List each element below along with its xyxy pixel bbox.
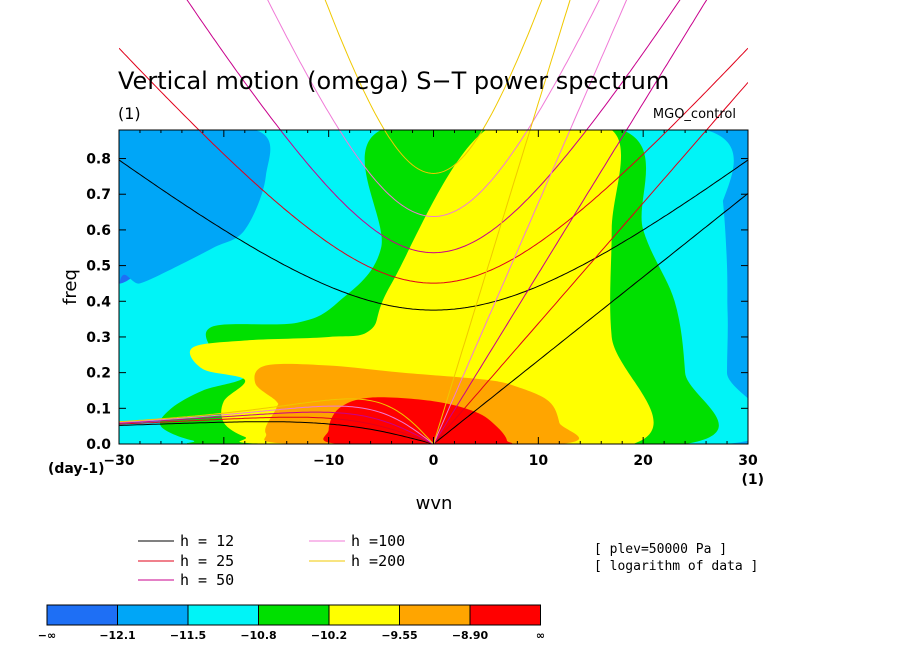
x-unit-label: (1) [741,472,764,488]
x-tick-label: −30 [103,453,134,469]
colorbar-swatch [187,604,259,626]
rossby-curve-h12 [119,421,434,444]
contour-fill-layer [119,130,748,444]
kelvin-curve-h200 [433,0,571,444]
colorbar-swatch [258,604,330,626]
kelvin-curve-h50 [433,0,708,444]
y-tick-label: 0.4 [86,294,111,310]
y-tick-label: 0.2 [86,366,111,382]
tick-layer: −30 −20 −10 0 10 20 30 0.0 0.1 0.2 0.3 0.4 0.5 0.6 0.7… [86,130,758,469]
kelvin-curve-h12 [433,193,748,444]
colorbar-label: −8.90 [452,629,489,642]
contour-region-level-2 [694,130,748,444]
x-tick-label: 0 [429,453,439,469]
colorbar-label: −12.1 [99,629,135,642]
colorbar-swatch [117,604,189,626]
x-tick-label: 30 [738,453,758,469]
y-tick-label: 0.6 [86,223,111,239]
x-tick-label: −10 [313,453,344,469]
gravity-curve-h25 [119,47,748,284]
chart-subtitle-left: (1) [118,104,141,123]
y-tick-label: 0.1 [86,401,111,417]
legend-label-h50: h = 50 [180,571,234,589]
gravity-curve-h12 [119,159,748,311]
colorbar-label: −11.5 [170,629,206,642]
colorbar-label: −10.2 [311,629,347,642]
legend-label-h200: h =200 [351,552,405,570]
kelvin-curve-h25 [433,82,748,444]
y-tick-label: 0.0 [86,437,111,453]
x-tick-label: −20 [208,453,239,469]
chart-subtitle-right: MGO_control [653,107,736,122]
y-tick-label: 0.3 [86,330,111,346]
dispersion-curve-layer [119,0,748,444]
rossby-curve-h50 [119,411,434,444]
note-plev: [ plev=50000 Pa ] [594,542,727,557]
colorbar-label: −∞ [38,629,56,642]
gravity-curve-h200 [324,0,543,175]
legend-label-h25: h = 25 [180,552,234,570]
colorbar: −∞ −12.1 −11.5 −10.8 −10.2 −9.55 −8.90 ∞ [38,604,545,642]
legend-label-h100: h =100 [351,532,405,550]
colorbar-label: −10.8 [240,629,276,642]
contour-region-level-2 [119,130,271,444]
curve-legend: h = 12 h = 25h = 50 h =100 h =200 [138,532,405,589]
gravity-curve-h100 [267,0,600,218]
y-unit-label: (day-1) [48,461,105,477]
y-tick-label: 0.5 [86,259,111,275]
rossby-curve-h100 [119,405,434,444]
gravity-curve-h50 [186,0,681,254]
y-axis-label: freq [60,269,81,305]
x-tick-label: 20 [633,453,653,469]
colorbar-swatch [46,604,118,626]
y-tick-label: 0.7 [86,187,111,203]
note-log: [ logarithm of data ] [594,559,758,574]
rossby-curve-h25 [119,416,434,444]
contour-region-level-7 [323,397,513,444]
legend-label-h12: h = 12 [180,532,234,550]
x-tick-label: 10 [529,453,549,469]
rossby-curve-h200 [119,398,434,444]
kelvin-curve-h100 [433,0,628,444]
colorbar-swatch [399,604,471,626]
colorbar-swatch [328,604,400,626]
colorbar-swatch [469,604,541,626]
x-axis-label: wvn [416,493,453,514]
chart-title: Vertical motion (omega) S−T power spectr… [118,67,669,95]
y-tick-label: 0.8 [86,152,111,168]
colorbar-label: −9.55 [381,629,417,642]
colorbar-label: ∞ [536,629,545,642]
